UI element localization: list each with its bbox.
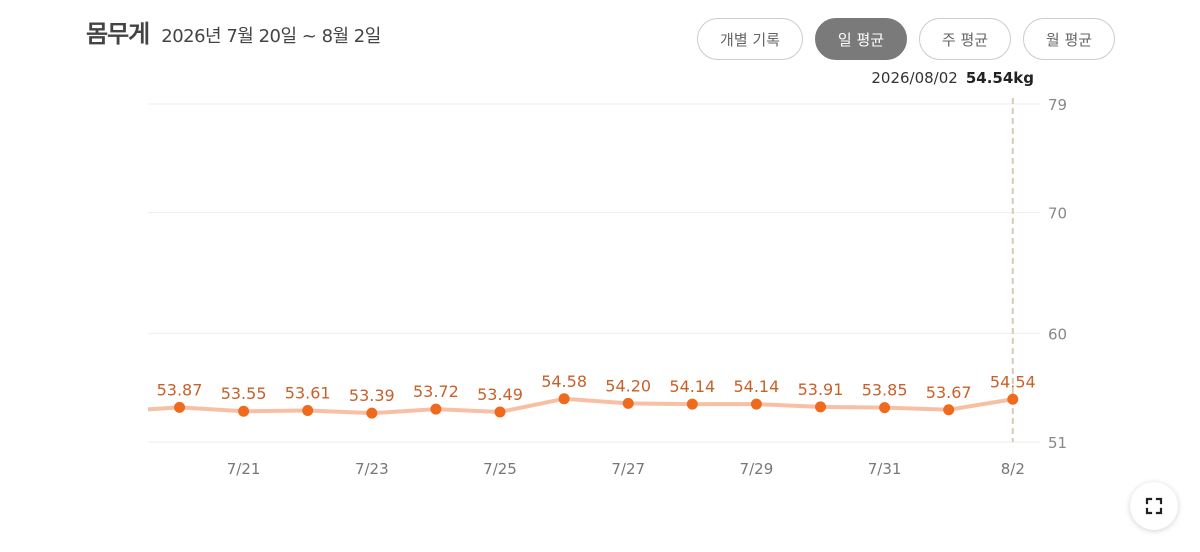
data-point[interactable]	[174, 401, 185, 413]
data-label: 54.14	[733, 377, 779, 396]
data-point[interactable]	[750, 398, 762, 410]
data-point[interactable]	[366, 407, 378, 419]
data-point[interactable]	[686, 398, 698, 410]
data-label: 53.91	[798, 380, 844, 399]
data-points	[174, 393, 1019, 419]
y-tick-label: 70	[1048, 205, 1067, 223]
data-label: 54.20	[605, 376, 651, 395]
grid-lines	[148, 103, 1040, 443]
data-point[interactable]	[558, 393, 570, 405]
data-label: 53.87	[157, 380, 203, 399]
x-tick-label: 7/29	[740, 460, 774, 478]
data-label: 54.58	[541, 372, 587, 391]
data-point[interactable]	[494, 406, 506, 418]
chart-header: 몸무게 2026년 7월 20일 ~ 8월 2일	[86, 14, 381, 49]
x-tick-label: 8/2	[1001, 460, 1025, 478]
expand-icon	[1145, 497, 1163, 515]
readout-date: 2026/08/02	[871, 69, 958, 87]
tab-daily-average[interactable]: 일 평균	[815, 18, 907, 60]
y-tick-label: 60	[1048, 325, 1067, 343]
data-label: 53.67	[926, 383, 972, 402]
data-point[interactable]	[622, 397, 634, 409]
tab-monthly-average[interactable]: 월 평균	[1023, 18, 1115, 60]
data-point[interactable]	[238, 405, 250, 417]
data-point[interactable]	[815, 401, 826, 413]
x-tick-label: 7/21	[227, 460, 261, 478]
x-tick-label: 7/31	[868, 460, 902, 478]
data-point[interactable]	[879, 402, 891, 414]
x-tick-label: 7/23	[355, 460, 389, 478]
data-label: 53.49	[477, 385, 523, 404]
date-range: 2026년 7월 20일 ~ 8월 2일	[161, 26, 381, 47]
y-axis-ticks: 51 60 70 79	[1048, 96, 1067, 452]
data-label: 53.85	[862, 381, 908, 400]
data-labels: 53.87 53.55 53.61 53.39 53.72 53.49 54.58 54.20…	[157, 372, 1036, 405]
tab-weekly-average[interactable]: 주 평균	[919, 18, 1011, 60]
data-label: 53.61	[285, 383, 331, 402]
tab-individual-records[interactable]: 개별 기록	[697, 18, 803, 60]
aggregation-tabs: 개별 기록 일 평균 주 평균 월 평균	[697, 18, 1115, 60]
data-label: 53.55	[221, 384, 267, 403]
data-label: 54.14	[669, 377, 715, 396]
data-label: 54.54	[990, 372, 1036, 391]
data-label: 53.72	[413, 382, 459, 401]
data-point[interactable]	[943, 404, 955, 416]
y-tick-label: 79	[1048, 96, 1067, 114]
data-point[interactable]	[302, 404, 314, 416]
fullscreen-button[interactable]	[1130, 482, 1178, 530]
readout-value: 54.54kg	[965, 69, 1034, 87]
cursor-readout: 2026/08/02 54.54kg	[871, 69, 1034, 87]
y-tick-label: 51	[1048, 434, 1067, 452]
data-point[interactable]	[430, 403, 442, 415]
x-axis-ticks: 7/21 7/23 7/25 7/27 7/29 7/31 8/2	[227, 460, 1025, 478]
data-point[interactable]	[1007, 393, 1019, 405]
x-tick-label: 7/25	[483, 460, 517, 478]
x-tick-label: 7/27	[611, 460, 645, 478]
page-title: 몸무게	[86, 20, 150, 48]
data-label: 53.39	[349, 386, 395, 405]
